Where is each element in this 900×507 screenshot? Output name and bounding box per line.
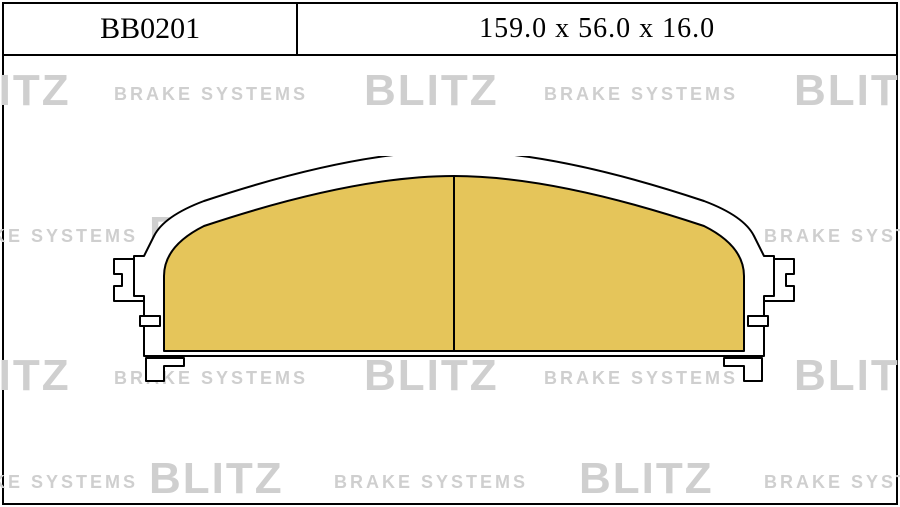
- watermark-brand: BLITZ: [364, 66, 499, 116]
- header-row: BB0201 159.0 x 56.0 x 16.0: [4, 4, 896, 56]
- watermark-brand: BLITZ: [0, 351, 71, 401]
- part-number-cell: BB0201: [4, 4, 298, 54]
- spec-card: BB0201 159.0 x 56.0 x 16.0 BLITZ BRAKE SY…: [2, 2, 898, 505]
- dimensions-cell: 159.0 x 56.0 x 16.0: [298, 4, 896, 54]
- pad-slot-0: [140, 316, 160, 326]
- watermark-brand: BLITZ: [579, 454, 714, 504]
- watermark-brand: BLITZ: [0, 66, 71, 116]
- diagram-area: BLITZ BRAKE SYSTEMS BLITZ BRAKE SYSTEMS BLIT…: [4, 56, 896, 503]
- pad-slot-1: [748, 316, 768, 326]
- pad-tab-2: [146, 358, 184, 381]
- pad-tab-3: [724, 358, 762, 381]
- watermark-tagline: BRAKE SYSTEMS: [544, 84, 738, 105]
- watermark-brand: BLITZ: [794, 351, 900, 401]
- watermark-brand: BLITZ: [794, 66, 900, 116]
- watermark-tagline: BRAKE SYSTEMS: [114, 84, 308, 105]
- watermark-tagline: BRAKE SYSTEMS: [764, 472, 900, 493]
- brake-pad-diagram: [104, 156, 804, 396]
- watermark-brand: BLITZ: [149, 454, 284, 504]
- watermark-tagline: BRAKE SYSTEMS: [334, 472, 528, 493]
- watermark-tagline: BRAKE SYSTEMS: [0, 472, 138, 493]
